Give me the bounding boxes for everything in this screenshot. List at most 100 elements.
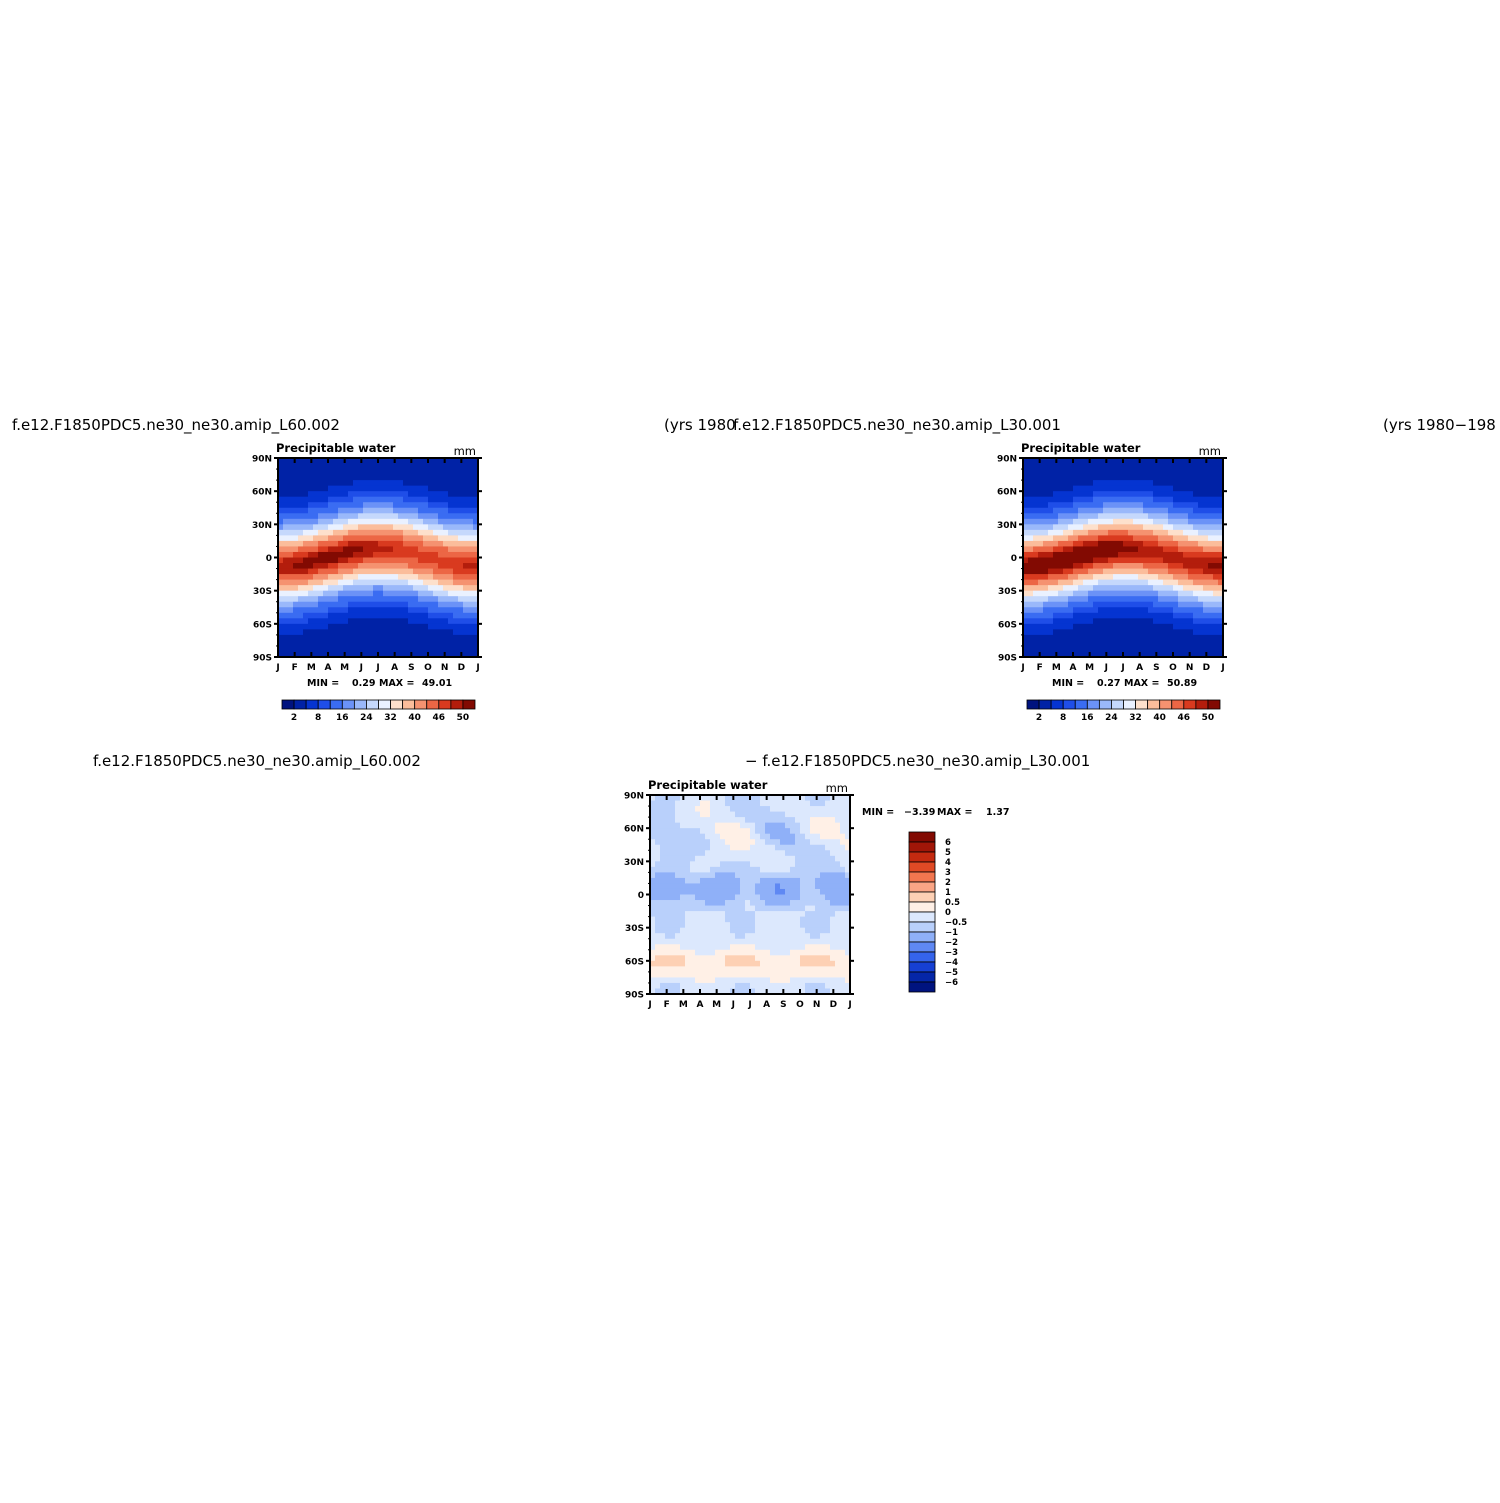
contour-cell — [1203, 634, 1209, 642]
contour-cell — [1098, 469, 1104, 476]
contour-cell — [805, 883, 811, 890]
contour-cell — [448, 568, 454, 575]
contour-cell — [358, 563, 364, 570]
contour-cell — [343, 513, 349, 520]
contour-cell — [650, 850, 656, 857]
contour-cell — [1163, 469, 1169, 476]
contour-cell — [1178, 496, 1184, 503]
contour-cell — [760, 971, 766, 979]
contour-cell — [1163, 601, 1169, 608]
contour-cell — [293, 579, 299, 586]
contour-cell — [730, 811, 736, 818]
contour-cell — [780, 855, 786, 862]
contour-cell — [1083, 563, 1089, 570]
contour-cell — [1133, 491, 1139, 498]
contour-cell — [373, 524, 379, 531]
contour-cell — [820, 988, 826, 995]
contour-cell — [755, 900, 761, 907]
contour-cell — [1023, 507, 1029, 514]
contour-cell — [423, 645, 429, 653]
contour-cell — [1188, 513, 1194, 520]
contour-cell — [745, 916, 751, 923]
contour-cell — [1188, 634, 1194, 642]
contour-cell — [745, 811, 751, 818]
contour-cell — [700, 905, 706, 912]
contour-cell — [660, 949, 666, 956]
contour-cell — [1138, 634, 1144, 642]
contour-cell — [840, 822, 846, 829]
contour-cell — [358, 585, 364, 592]
contour-cell — [348, 529, 354, 536]
contour-cell — [650, 955, 656, 962]
contour-cell — [348, 540, 354, 548]
contour-cell — [1058, 574, 1064, 581]
contour-cell — [333, 563, 339, 570]
contour-cell — [820, 806, 826, 813]
contour-cell — [715, 844, 721, 851]
contour-cell — [418, 601, 424, 608]
contour-cell — [1133, 513, 1139, 520]
contour-cell — [680, 905, 686, 912]
contour-cell — [1128, 513, 1134, 520]
contour-cell — [293, 612, 299, 619]
contour-cell — [343, 612, 349, 619]
y-tick-label: 30S — [253, 587, 272, 597]
contour-cell — [458, 623, 464, 630]
contour-cell — [825, 894, 831, 901]
contour-cell — [368, 535, 374, 542]
contour-cell — [1193, 480, 1199, 487]
contour-cell — [735, 866, 741, 873]
contour-cell — [840, 960, 846, 967]
contour-cell — [665, 844, 671, 851]
contour-cell — [1028, 590, 1034, 597]
contour-cell — [785, 872, 791, 879]
contour-cell — [313, 568, 319, 575]
contour-cell — [1083, 535, 1089, 542]
contour-cell — [795, 922, 801, 929]
contour-cell — [785, 971, 791, 979]
contour-cell — [1098, 524, 1104, 531]
contour-cell — [1078, 590, 1084, 597]
contour-cell — [308, 469, 314, 476]
colorbar-box — [305, 699, 319, 710]
contour-cell — [458, 574, 464, 581]
contour-cell — [765, 817, 771, 824]
contour-cell — [393, 546, 399, 553]
contour-cell — [1153, 507, 1159, 514]
contour-cell — [770, 955, 776, 962]
contour-cell — [443, 535, 449, 542]
contour-cell — [705, 811, 711, 818]
contour-cell — [453, 579, 459, 586]
contour-cell — [323, 645, 329, 653]
contour-cell — [650, 900, 656, 907]
contour-cell — [1218, 590, 1224, 597]
contour-cell — [1133, 645, 1139, 653]
contour-cell — [815, 877, 821, 885]
contour-cell — [760, 944, 766, 951]
y-tick-label: 30N — [997, 521, 1017, 531]
contour-cell — [373, 640, 379, 647]
contour-cell — [1143, 463, 1149, 470]
contour-cell — [790, 949, 796, 956]
contour-cell — [353, 612, 359, 619]
contour-cell — [1133, 474, 1139, 481]
contour-cell — [655, 938, 661, 945]
contour-cell — [423, 546, 429, 553]
contour-cell — [1198, 502, 1204, 509]
contour-cell — [1193, 518, 1199, 525]
contour-cell — [740, 916, 746, 923]
contour-cell — [443, 502, 449, 509]
contour-cell — [433, 651, 439, 658]
contour-cell — [348, 585, 354, 592]
contour-cell — [665, 938, 671, 945]
contour-cell — [1118, 463, 1124, 470]
contour-cell — [378, 574, 384, 581]
colorbar-box — [450, 699, 464, 710]
contour-cell — [725, 850, 731, 857]
contour-cell — [463, 579, 469, 586]
contour-cell — [750, 977, 756, 984]
contour-cell — [765, 927, 771, 934]
contour-cell — [448, 607, 454, 614]
contour-cell — [473, 474, 479, 481]
contour-cell — [313, 513, 319, 520]
